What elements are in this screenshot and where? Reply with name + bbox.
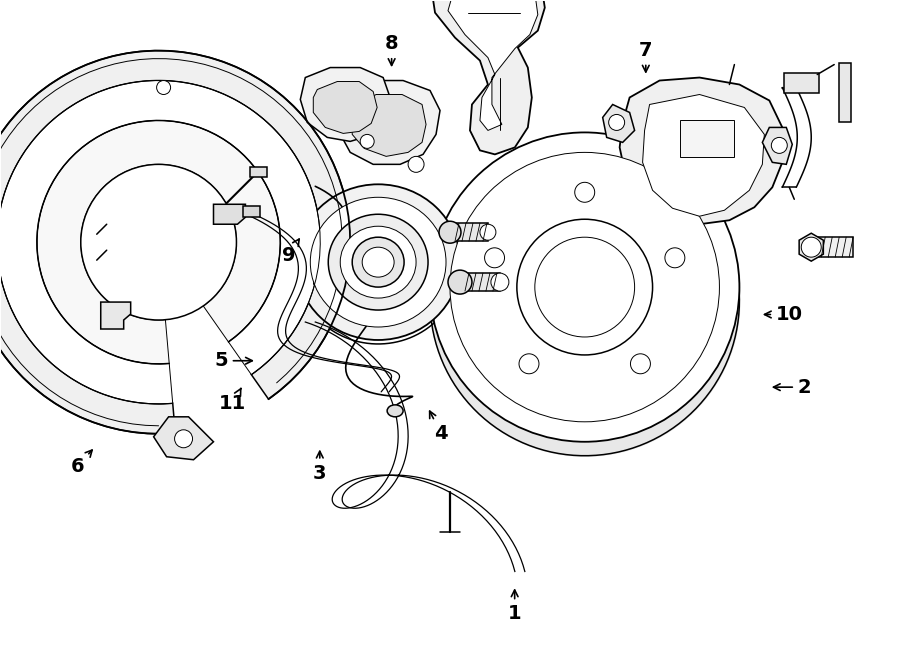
Text: 10: 10 <box>764 305 803 324</box>
Ellipse shape <box>340 226 416 298</box>
Polygon shape <box>680 120 734 158</box>
Ellipse shape <box>448 270 472 294</box>
Polygon shape <box>762 127 792 164</box>
Polygon shape <box>799 233 824 261</box>
Ellipse shape <box>665 248 685 267</box>
Text: 9: 9 <box>282 239 299 265</box>
Polygon shape <box>250 167 267 177</box>
Ellipse shape <box>480 224 496 240</box>
Polygon shape <box>815 237 853 257</box>
Polygon shape <box>619 77 782 224</box>
Text: 8: 8 <box>385 34 399 66</box>
Ellipse shape <box>328 214 428 310</box>
Ellipse shape <box>157 81 171 95</box>
Ellipse shape <box>484 248 505 267</box>
Ellipse shape <box>575 182 595 203</box>
Text: 2: 2 <box>773 377 812 397</box>
Ellipse shape <box>535 237 634 337</box>
Text: 4: 4 <box>429 411 448 443</box>
Ellipse shape <box>310 197 446 327</box>
Ellipse shape <box>439 221 461 243</box>
Polygon shape <box>101 302 130 329</box>
Ellipse shape <box>352 237 404 287</box>
Ellipse shape <box>362 247 394 277</box>
Ellipse shape <box>450 152 719 422</box>
Polygon shape <box>0 81 320 404</box>
Polygon shape <box>352 95 426 156</box>
Polygon shape <box>213 205 246 224</box>
Polygon shape <box>643 95 764 216</box>
Polygon shape <box>0 50 350 434</box>
Polygon shape <box>603 105 634 142</box>
Polygon shape <box>839 63 851 122</box>
Polygon shape <box>432 0 544 154</box>
Polygon shape <box>460 273 500 291</box>
Polygon shape <box>154 417 213 459</box>
Ellipse shape <box>408 156 424 172</box>
Ellipse shape <box>631 354 651 374</box>
Text: 5: 5 <box>214 352 252 370</box>
Ellipse shape <box>81 164 237 320</box>
Ellipse shape <box>801 237 821 257</box>
Text: 3: 3 <box>313 451 327 483</box>
Ellipse shape <box>360 134 374 148</box>
Polygon shape <box>301 68 390 142</box>
Ellipse shape <box>296 184 460 340</box>
Text: 11: 11 <box>219 389 247 413</box>
Ellipse shape <box>430 132 740 442</box>
Text: 7: 7 <box>639 41 652 72</box>
Polygon shape <box>243 207 260 217</box>
Polygon shape <box>313 81 377 134</box>
Ellipse shape <box>491 273 508 291</box>
Polygon shape <box>448 0 538 130</box>
Polygon shape <box>784 73 819 93</box>
Polygon shape <box>37 120 281 364</box>
Text: 1: 1 <box>508 590 521 623</box>
Ellipse shape <box>387 405 403 417</box>
Ellipse shape <box>517 219 652 355</box>
Ellipse shape <box>175 430 193 448</box>
Polygon shape <box>338 81 440 164</box>
Text: 6: 6 <box>70 450 92 476</box>
Ellipse shape <box>608 115 625 130</box>
Polygon shape <box>450 223 488 241</box>
Ellipse shape <box>771 138 788 154</box>
Ellipse shape <box>519 354 539 374</box>
